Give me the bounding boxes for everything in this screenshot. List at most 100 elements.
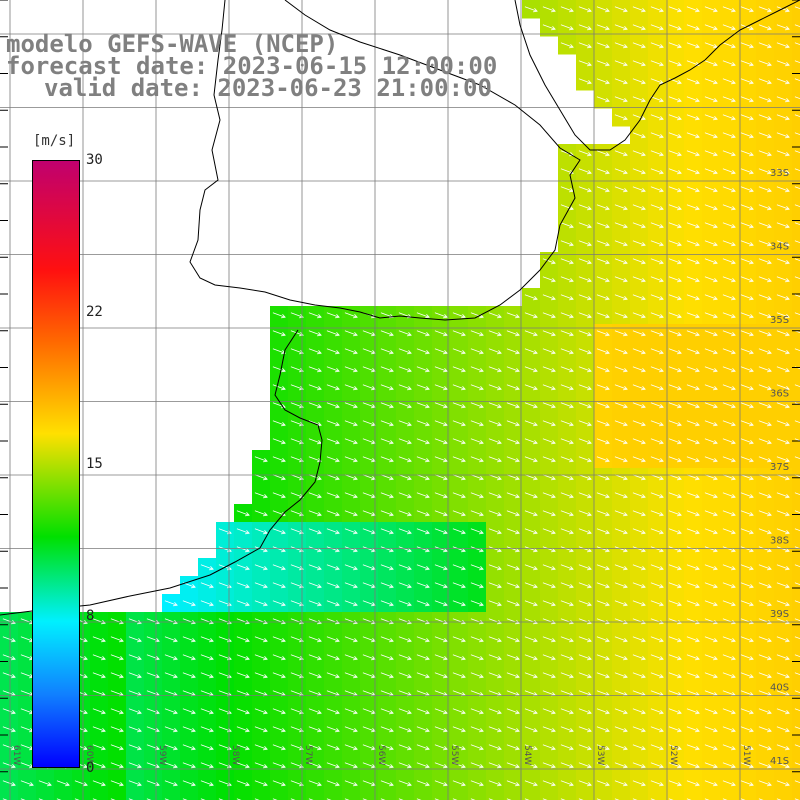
wind-arrowhead: [263, 709, 268, 715]
wind-arrow: [452, 672, 466, 678]
wind-arrowhead: [749, 727, 754, 733]
wind-arrow: [200, 690, 214, 696]
wind-arrowhead: [497, 601, 502, 607]
wind-arrow: [20, 672, 34, 678]
wind-arrowhead: [731, 43, 736, 49]
speed-cell: [792, 558, 800, 577]
wind-arrowhead: [353, 655, 358, 661]
wind-arrowhead: [191, 619, 196, 625]
wind-arrowhead: [767, 709, 772, 715]
wind-arrowhead: [47, 781, 52, 787]
wind-arrow: [650, 24, 664, 30]
wind-arrow: [704, 132, 718, 138]
wind-arrowhead: [335, 367, 340, 373]
wind-arrow: [704, 150, 718, 156]
wind-arrow: [290, 474, 304, 480]
wind-arrowhead: [83, 781, 88, 787]
speed-cell: [792, 792, 800, 800]
wind-arrow: [668, 348, 682, 354]
wind-arrowhead: [551, 367, 556, 373]
wind-arrowhead: [497, 367, 502, 373]
wind-arrowhead: [677, 529, 682, 535]
wind-arrow: [686, 510, 700, 516]
wind-arrowhead: [731, 61, 736, 67]
wind-arrow: [794, 42, 800, 46]
wind-arrow: [596, 546, 610, 552]
wind-arrow: [236, 636, 250, 642]
wind-arrow: [308, 654, 322, 660]
wind-arrow: [758, 564, 772, 570]
wind-arrowhead: [569, 709, 574, 715]
wind-arrowhead: [479, 367, 484, 373]
wind-arrowhead: [731, 79, 736, 85]
wind-arrow: [578, 546, 592, 552]
wind-arrow: [416, 780, 430, 786]
wind-arrowhead: [695, 655, 700, 661]
wind-arrow: [614, 474, 628, 480]
wind-arrow: [668, 204, 682, 210]
wind-arrowhead: [677, 25, 682, 31]
wind-arrowhead: [641, 151, 646, 157]
wind-arrowhead: [623, 673, 628, 679]
wind-arrowhead: [551, 763, 556, 769]
wind-arrowhead: [353, 385, 358, 391]
wind-arrowhead: [137, 673, 142, 679]
wind-arrow: [344, 636, 358, 642]
wind-arrow: [704, 276, 718, 282]
wind-arrow: [740, 330, 754, 336]
wind-arrowhead: [101, 709, 106, 715]
wind-arrowhead: [785, 763, 790, 769]
wind-arrowhead: [317, 331, 322, 337]
wind-arrow: [776, 240, 790, 246]
wind-arrowhead: [587, 745, 592, 751]
wind-arrow: [542, 438, 556, 444]
wind-arrowhead: [443, 457, 448, 463]
wind-arrow: [362, 474, 376, 480]
wind-arrow: [146, 780, 160, 786]
wind-arrowhead: [245, 745, 250, 751]
wind-arrowhead: [677, 493, 682, 499]
wind-arrow: [434, 636, 448, 642]
wind-arrow: [668, 114, 682, 120]
wind-arrow: [578, 438, 592, 444]
wind-arrow: [344, 384, 358, 390]
wind-arrowhead: [461, 313, 466, 319]
wind-arrowhead: [533, 781, 538, 787]
wind-arrowhead: [677, 457, 682, 463]
wind-arrow: [722, 672, 736, 678]
wind-arrowhead: [443, 475, 448, 481]
wind-arrowhead: [587, 601, 592, 607]
wind-arrow: [542, 312, 556, 318]
wind-arrow: [758, 150, 772, 156]
wind-arrow: [686, 186, 700, 192]
wind-arrow: [578, 312, 592, 318]
wind-arrow: [380, 564, 394, 570]
wind-arrow: [596, 420, 610, 426]
wind-arrow: [704, 726, 718, 732]
wind-arrow: [290, 600, 304, 606]
speed-cell: [792, 630, 800, 649]
wind-arrow: [488, 348, 502, 354]
wind-arrowhead: [497, 619, 502, 625]
wind-arrowhead: [461, 457, 466, 463]
speed-cell: [792, 486, 800, 505]
wind-arrowhead: [695, 745, 700, 751]
wind-arrowhead: [623, 25, 628, 31]
wind-arrow: [452, 438, 466, 444]
wind-arrow: [308, 384, 322, 390]
wind-arrow: [596, 6, 610, 12]
wind-arrowhead: [11, 655, 16, 661]
wind-arrow: [434, 600, 448, 606]
wind-arrow: [272, 528, 286, 534]
wind-arrow: [686, 330, 700, 336]
wind-arrow: [416, 636, 430, 642]
wind-arrow: [182, 744, 196, 750]
wind-arrow: [722, 150, 736, 156]
wind-arrow: [650, 690, 664, 696]
wind-arrowhead: [677, 169, 682, 175]
wind-arrow: [524, 636, 538, 642]
wind-arrowhead: [785, 745, 790, 751]
wind-arrow: [776, 168, 790, 174]
wind-arrowhead: [497, 583, 502, 589]
wind-arrow: [740, 114, 754, 120]
